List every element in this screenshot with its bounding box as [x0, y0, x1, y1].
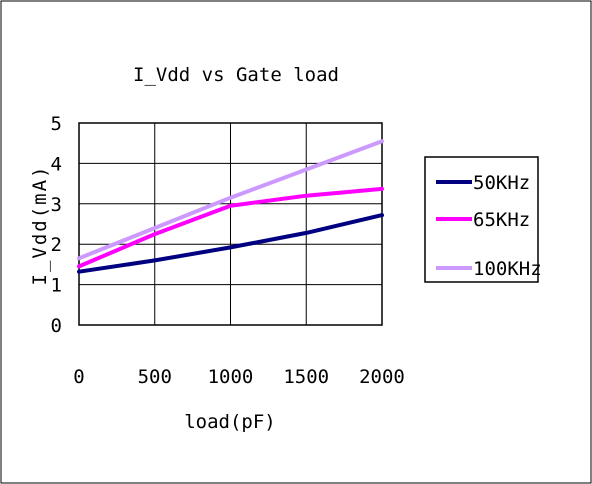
- series-line-100KHz: [77, 139, 384, 261]
- y-tick-label: 3: [51, 194, 62, 216]
- legend-label-65KHz: 65KHz: [473, 209, 530, 231]
- plot-grid: [78, 122, 383, 326]
- x-tick-label: 2000: [359, 366, 405, 388]
- legend-label-100KHz: 100KHz: [473, 258, 542, 280]
- y-axis-ticks: 0 1 2 3 4 5: [51, 113, 62, 337]
- x-tick-label: 0: [73, 366, 84, 388]
- series-line-65KHz: [77, 186, 384, 269]
- y-tick-label: 1: [51, 275, 62, 297]
- legend-label-50KHz: 50KHz: [473, 172, 530, 194]
- y-tick-label: 4: [51, 153, 62, 175]
- x-tick-label: 1000: [208, 366, 254, 388]
- x-axis-ticks: 0 500 1000 1500 2000: [73, 366, 405, 388]
- legend: 50KHz 65KHz 100KHz: [424, 156, 542, 283]
- chart-title: I_Vdd vs Gate load: [133, 64, 339, 86]
- y-tick-label: 5: [51, 113, 62, 135]
- series-layer: [77, 139, 384, 274]
- y-tick-label: 2: [51, 234, 62, 256]
- x-tick-label: 500: [138, 366, 172, 388]
- y-tick-label: 0: [51, 315, 62, 337]
- y-axis-label: I_Vdd(mA): [29, 165, 51, 286]
- y-axis-label-text: I_Vdd(mA): [29, 165, 51, 286]
- series-line-50KHz: [77, 213, 384, 274]
- x-axis-label: load(pF): [184, 411, 276, 433]
- x-tick-label: 1500: [283, 366, 329, 388]
